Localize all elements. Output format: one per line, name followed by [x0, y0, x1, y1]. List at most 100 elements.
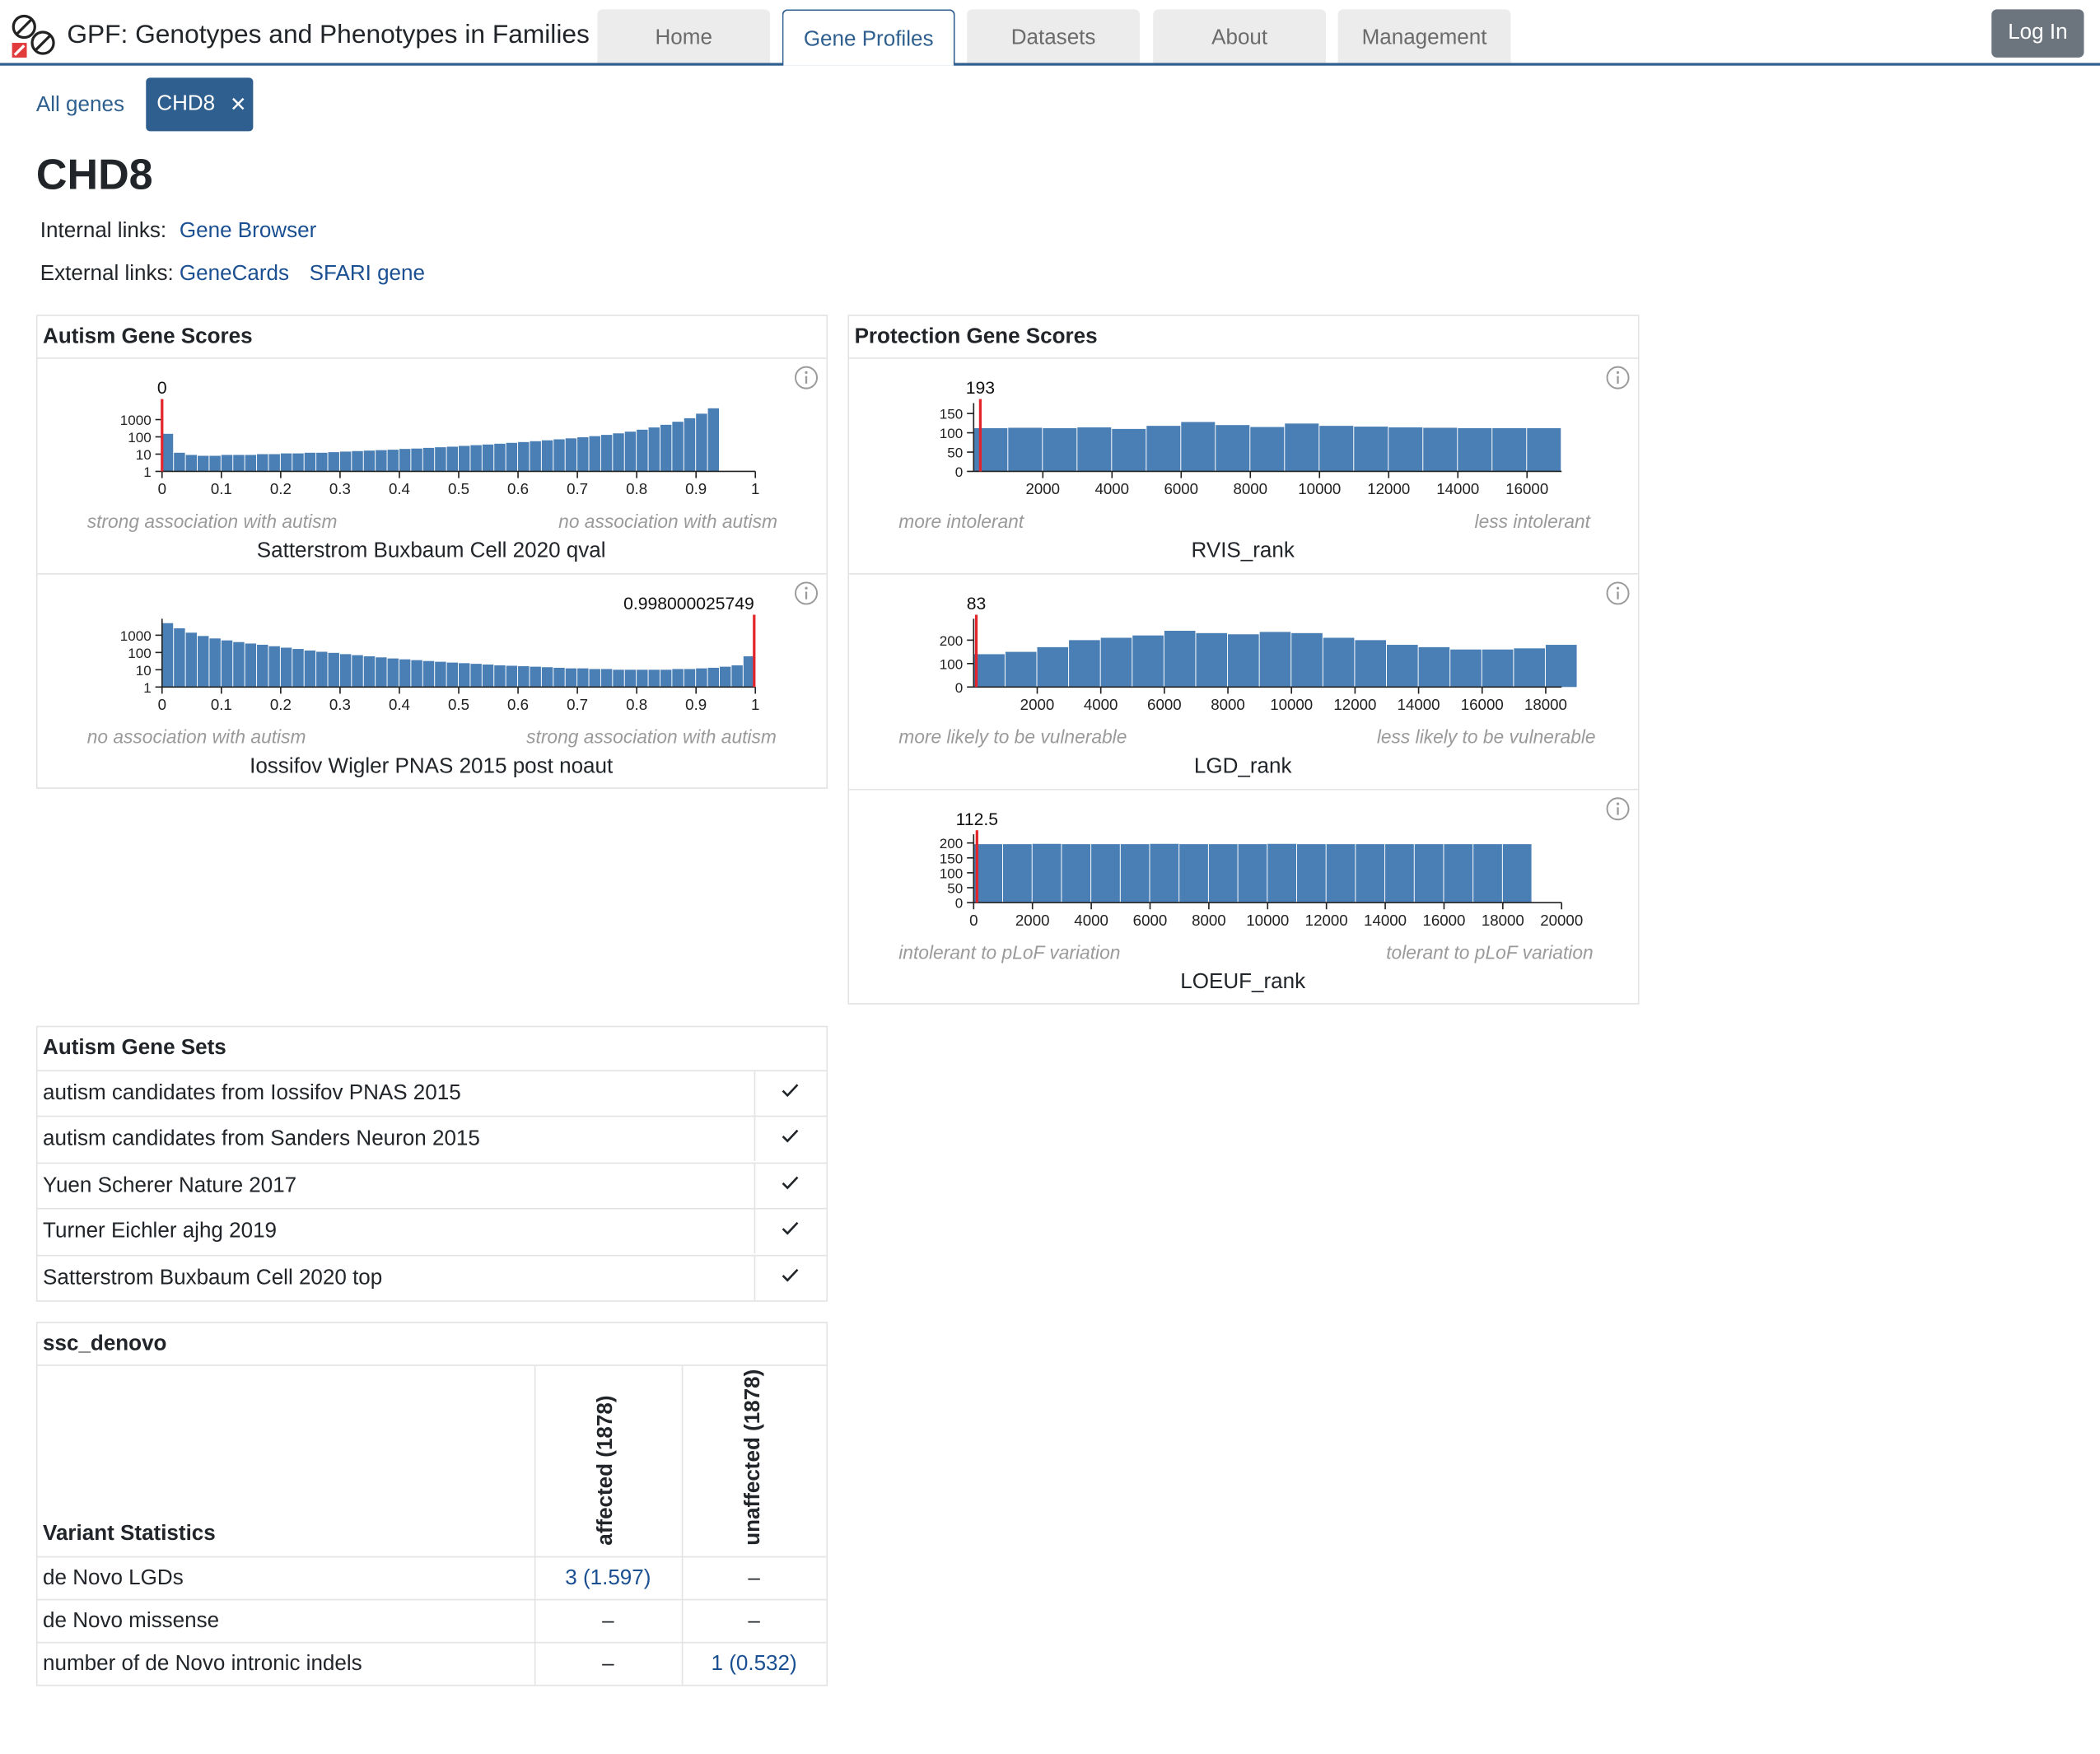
histogram-bar [198, 636, 209, 688]
genecards-link[interactable]: GeneCards [179, 262, 289, 286]
score-name[interactable]: Iossifov Wigler PNAS 2015 post noaut [250, 755, 614, 778]
histogram-bar [696, 668, 707, 688]
x-tick-label: 0.1 [211, 696, 232, 713]
histogram-bar [1291, 632, 1323, 688]
info-icon[interactable] [1606, 581, 1630, 605]
check-icon [782, 1129, 799, 1143]
tab-gene-profiles[interactable]: Gene Profiles [782, 9, 955, 66]
histogram-lgd-rank[interactable]: 2000 4000 6000 8000 10000 12000 14000 16000 1800… [849, 577, 1638, 791]
histogram-bar [161, 623, 174, 688]
tab-datasets[interactable]: Datasets [967, 9, 1140, 63]
histogram-bar [1259, 632, 1291, 688]
histogram-bar [304, 452, 316, 472]
login-button[interactable]: Log In [1991, 9, 2084, 58]
histogram-bar [185, 455, 198, 472]
x-tick-label: 16000 [1461, 696, 1504, 713]
chart-separator [849, 788, 1638, 791]
y-tick-label: 1000 [120, 413, 152, 428]
histogram-bar [518, 441, 530, 472]
score-name[interactable]: LOEUF_rank [1180, 971, 1306, 994]
check-icon [782, 1268, 799, 1282]
column-header-unaffected[interactable]: unaffected (1878) [741, 1369, 765, 1546]
histogram-bar [1077, 427, 1112, 472]
nav-underline [0, 63, 2100, 66]
histogram-bar [174, 628, 185, 688]
x-tick-label: 14000 [1398, 696, 1440, 713]
close-icon[interactable]: ✕ [230, 93, 247, 117]
histogram-loeuf-rank[interactable]: 0 2000 4000 6000 8000 10000 12000 14000 16000 180… [849, 793, 1638, 1007]
gene-tab-chip[interactable]: CHD8 ✕ [146, 77, 254, 132]
score-name[interactable]: LGD_rank [1193, 755, 1292, 778]
score-name[interactable]: Satterstrom Buxbaum Cell 2020 qval [256, 539, 606, 563]
check-icon [782, 1221, 799, 1235]
tab-about[interactable]: About [1153, 9, 1327, 63]
column-header-affected[interactable]: affected (1878) [595, 1395, 618, 1546]
x-tick-label: 0.6 [507, 696, 529, 713]
histogram-bar [553, 667, 565, 688]
histogram-bar [1458, 427, 1492, 472]
unaffected-value-link[interactable]: 1 (0.532) [711, 1652, 797, 1676]
x-tick-label: 0.6 [507, 480, 529, 497]
histogram-bar [684, 669, 696, 688]
info-icon[interactable] [794, 581, 819, 605]
sfari-gene-link[interactable]: SFARI gene [309, 262, 425, 286]
y-tick-label: 100 [128, 646, 151, 661]
histogram-bar [707, 667, 720, 688]
x-tick-label: 0.9 [685, 480, 707, 497]
variant-row: number of de Novo intronic indels – 1 (0… [37, 1641, 827, 1686]
histogram-bar [541, 667, 553, 688]
histogram-bar [613, 433, 624, 472]
y-tick-label: 10 [136, 663, 152, 679]
histogram-bar [1323, 637, 1355, 688]
histogram-bar [553, 439, 565, 472]
tab-home[interactable]: Home [597, 9, 771, 63]
histogram-bar [731, 665, 743, 688]
histogram-bar [684, 418, 696, 472]
histogram-bar [422, 447, 435, 472]
histogram-bar [280, 647, 292, 688]
histogram-bar [637, 429, 648, 472]
histogram-bar [1545, 645, 1577, 688]
right-hint: strong association with autism [526, 725, 777, 748]
info-icon[interactable] [1606, 366, 1630, 390]
histogram-bar [494, 443, 506, 472]
autism-scores-title: Autism Gene Scores [37, 316, 827, 359]
gene-browser-link[interactable]: Gene Browser [179, 219, 317, 243]
histogram-bar [161, 433, 174, 472]
y-tick-label: 1 [143, 464, 152, 480]
histogram-bar [600, 669, 613, 688]
left-hint: more intolerant [898, 510, 1024, 532]
info-icon[interactable] [794, 366, 819, 390]
histogram-bar [1250, 427, 1285, 472]
app-title[interactable]: GPF: Genotypes and Phenotypes in Familie… [67, 20, 590, 50]
affected-value-link[interactable]: 3 (1.597) [565, 1566, 651, 1590]
histogram-bar [973, 654, 1005, 688]
info-icon[interactable] [1606, 797, 1630, 821]
histogram-bar [589, 436, 600, 472]
tab-management[interactable]: Management [1337, 9, 1511, 63]
histogram-bar [696, 413, 707, 472]
column-separator [754, 1164, 756, 1208]
column-separator [754, 1209, 756, 1254]
x-tick-label: 0.4 [389, 480, 410, 497]
histogram-bar [174, 452, 185, 472]
histogram-bar [245, 643, 257, 688]
histogram-bar [459, 663, 470, 688]
internal-links-label: Internal links: [40, 219, 167, 243]
gene-score-label: 83 [967, 595, 986, 613]
left-hint: more likely to be vulnerable [898, 725, 1127, 748]
gene-set-row: autism candidates from Sanders Neuron 20… [37, 1115, 827, 1161]
page-title: CHD8 [35, 150, 153, 198]
left-hint: no association with autism [86, 725, 306, 748]
histogram-rvis-rank[interactable]: 2000 4000 6000 8000 10000 12000 14000 16000 0 50 1… [849, 362, 1638, 576]
histogram-bar [1037, 646, 1069, 688]
gene-set-label: autism candidates from Iossifov PNAS 201… [43, 1082, 461, 1105]
histogram-bar [1091, 844, 1120, 903]
column-separator [681, 1365, 684, 1685]
all-genes-link[interactable]: All genes [35, 93, 124, 117]
histogram-bar [233, 455, 245, 472]
score-name[interactable]: RVIS_rank [1191, 539, 1295, 563]
x-tick-label: 4000 [1084, 696, 1118, 713]
histogram-iossifov-post-noaut[interactable]: 0 0.1 0.2 0.3 0.4 0.5 0.6 0.7 0.8 0.9 111010010000… [38, 577, 827, 791]
